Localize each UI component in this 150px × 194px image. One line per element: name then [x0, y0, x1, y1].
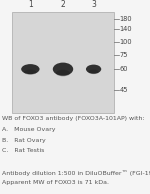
Text: 45: 45 [119, 87, 128, 93]
Text: 140: 140 [119, 26, 132, 32]
Text: A.   Mouse Ovary: A. Mouse Ovary [2, 127, 55, 132]
Text: 3: 3 [91, 0, 96, 9]
Bar [12, 12, 114, 113]
Text: C.   Rat Testis: C. Rat Testis [2, 148, 44, 153]
Ellipse shape [88, 70, 99, 74]
Ellipse shape [86, 65, 101, 74]
Text: 100: 100 [119, 39, 132, 45]
Text: Antibody dilution 1:500 in DiluOBuffer™ (FGI-1963).: Antibody dilution 1:500 in DiluOBuffer™ … [2, 170, 150, 176]
Ellipse shape [24, 70, 37, 75]
Text: 60: 60 [119, 66, 128, 72]
Text: Apparent MW of FOXO3 is 71 kDa.: Apparent MW of FOXO3 is 71 kDa. [2, 180, 108, 185]
Text: 75: 75 [119, 52, 128, 58]
Ellipse shape [53, 63, 73, 76]
Text: 180: 180 [119, 16, 132, 22]
Text: 2: 2 [61, 0, 65, 9]
Ellipse shape [56, 70, 70, 76]
Text: WB of FOXO3 antibody (FOXO3A-101AP) with:: WB of FOXO3 antibody (FOXO3A-101AP) with… [2, 116, 144, 121]
Text: B.   Rat Ovary: B. Rat Ovary [2, 138, 45, 143]
Ellipse shape [21, 64, 40, 74]
Text: 1: 1 [28, 0, 33, 9]
